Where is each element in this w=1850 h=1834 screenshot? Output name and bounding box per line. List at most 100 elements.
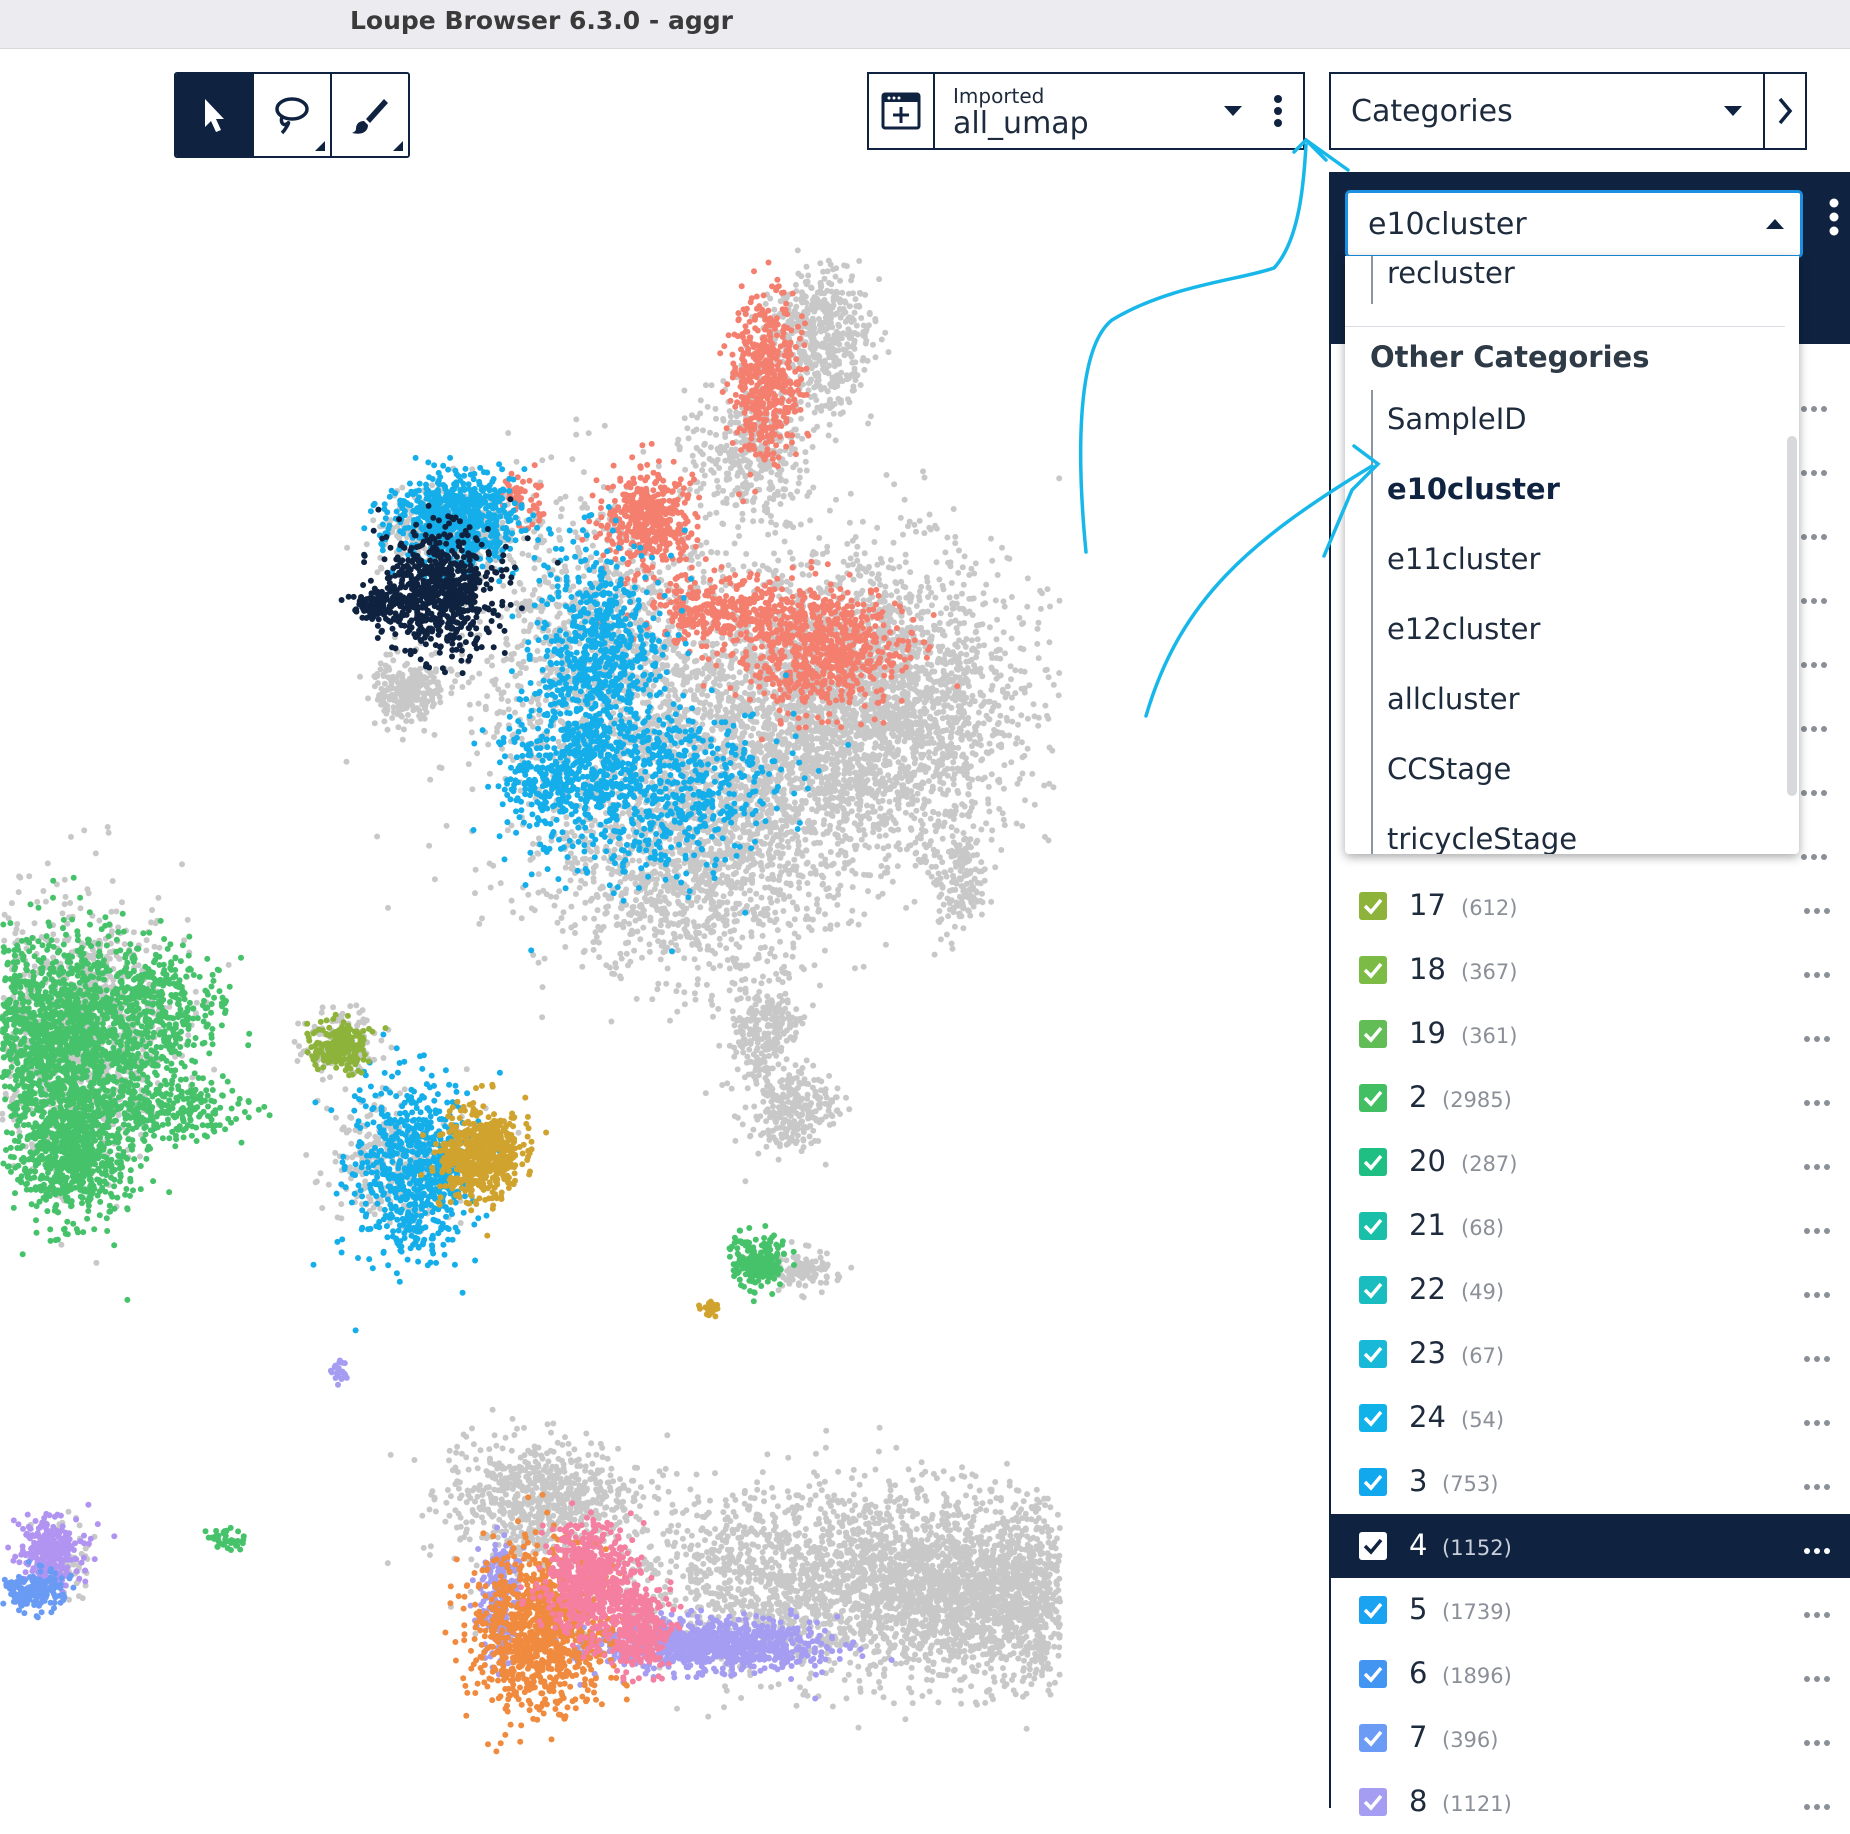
cluster-checkbox[interactable] [1359,1596,1387,1624]
dropdown-item-sampleid[interactable]: SampleID [1387,402,1527,436]
kebab-icon [1273,95,1283,127]
category-mode-caret[interactable] [1703,74,1765,148]
cluster-more-button[interactable] [1803,1220,1831,1239]
more-options-dots[interactable] [1800,718,1828,737]
cluster-more-button[interactable] [1803,1796,1831,1815]
cluster-more-button[interactable] [1803,1476,1831,1495]
cluster-checkbox[interactable] [1359,1020,1387,1048]
cluster-more-button[interactable] [1803,900,1831,919]
dropdown-item-e10cluster[interactable]: e10cluster [1387,472,1560,506]
cluster-checkbox[interactable] [1359,1724,1387,1752]
collapse-panel-button[interactable] [1765,97,1805,125]
caret-down-icon [1223,105,1243,117]
cluster-row[interactable]: 18(367) [1329,938,1850,1002]
cluster-checkbox[interactable] [1359,1468,1387,1496]
cluster-row[interactable]: 22(49) [1329,1258,1850,1322]
dropdown-item-allcluster[interactable]: allcluster [1387,682,1520,716]
lasso-tool-button[interactable] [254,74,332,156]
cluster-row[interactable]: 2(2985) [1329,1066,1850,1130]
checkmark-icon [1359,1788,1387,1816]
cluster-row[interactable]: 6(1896) [1329,1642,1850,1706]
more-options-dots[interactable] [1800,590,1828,609]
cluster-checkbox[interactable] [1359,1532,1387,1560]
cluster-id: 20 [1409,1144,1446,1178]
projection-selector[interactable]: Imported all_umap [867,72,1305,150]
cluster-more-button[interactable] [1803,1412,1831,1431]
cluster-checkbox[interactable] [1359,1660,1387,1688]
lasso-options-corner[interactable] [315,141,325,151]
cluster-checkbox[interactable] [1359,892,1387,920]
title-bar: Loupe Browser 6.3.0 - aggr [0,0,1850,49]
dropdown-scrollbar[interactable] [1787,436,1797,796]
cluster-more-button[interactable] [1803,1732,1831,1751]
brush-tool-button[interactable] [332,74,408,156]
dropdown-item-recluster[interactable]: recluster [1387,256,1515,290]
cluster-id: 8 [1409,1784,1427,1818]
category-mode-selector[interactable]: Categories [1329,72,1807,150]
cluster-count: (68) [1461,1216,1504,1240]
cluster-row[interactable]: 8(1121) [1329,1770,1850,1834]
cluster-row[interactable]: 5(1739) [1329,1578,1850,1642]
cluster-row[interactable]: 23(67) [1329,1322,1850,1386]
checkmark-icon [1359,1468,1387,1496]
checkmark-icon [1359,1020,1387,1048]
cluster-more-button[interactable] [1803,964,1831,983]
cluster-row[interactable]: 21(68) [1329,1194,1850,1258]
more-options-dots[interactable] [1800,846,1828,865]
more-options-dots[interactable] [1800,782,1828,801]
more-options-dots[interactable] [1800,526,1828,545]
cluster-select-caret[interactable] [1750,218,1800,230]
projection-dropdown-caret[interactable] [1213,105,1253,117]
cluster-row[interactable]: 24(54) [1329,1386,1850,1450]
cluster-checkbox[interactable] [1359,1148,1387,1176]
selection-tool-group [174,72,410,158]
cluster-more-button[interactable] [1803,1668,1831,1687]
more-options-dots[interactable] [1800,462,1828,481]
checkmark-icon [1359,1148,1387,1176]
cluster-row[interactable]: 3(753) [1329,1450,1850,1514]
cluster-checkbox[interactable] [1359,1084,1387,1112]
cluster-count: (361) [1461,1024,1517,1048]
more-options-dots[interactable] [1800,654,1828,673]
cluster-checkbox[interactable] [1359,1276,1387,1304]
cluster-checkbox[interactable] [1359,1788,1387,1816]
brush-options-corner[interactable] [393,141,403,151]
more-options-dots[interactable] [1800,398,1828,417]
brush-icon [348,93,392,137]
cluster-more-button[interactable] [1803,1028,1831,1047]
umap-scatter-plot[interactable] [0,160,1320,1808]
cluster-more-button[interactable] [1803,1348,1831,1367]
cluster-checkbox[interactable] [1359,1340,1387,1368]
dropdown-item-e11cluster[interactable]: e11cluster [1387,542,1540,576]
panel-menu-button[interactable] [1828,198,1840,240]
cell-cluster-points [304,1012,388,1078]
cluster-category-value: e10cluster [1348,207,1750,242]
projection-menu-button[interactable] [1253,95,1303,127]
cluster-row[interactable]: 17(612) [1329,874,1850,938]
cluster-checkbox[interactable] [1359,1212,1387,1240]
more-horizontal-icon [1803,971,1831,979]
cluster-checkbox[interactable] [1359,1404,1387,1432]
dropdown-item-e12cluster[interactable]: e12cluster [1387,612,1540,646]
dropdown-item-ccstage[interactable]: CCStage [1387,752,1511,786]
add-projection-button[interactable] [869,74,935,148]
more-horizontal-icon [1803,1547,1831,1555]
cluster-category-select[interactable]: e10cluster [1345,190,1803,258]
cluster-row[interactable]: 7(396) [1329,1706,1850,1770]
cluster-more-button[interactable] [1803,1284,1831,1303]
cluster-checkbox[interactable] [1359,956,1387,984]
more-horizontal-icon [1803,1355,1831,1363]
cluster-more-button[interactable] [1803,1604,1831,1623]
cluster-row[interactable]: 20(287) [1329,1130,1850,1194]
cluster-row[interactable]: 19(361) [1329,1002,1850,1066]
cluster-more-button[interactable] [1803,1540,1831,1559]
cluster-id: 22 [1409,1272,1446,1306]
checkmark-icon [1359,1084,1387,1112]
kebab-icon [1828,198,1840,236]
cluster-count: (1739) [1442,1600,1512,1624]
cluster-more-button[interactable] [1803,1092,1831,1111]
cluster-row[interactable]: 4(1152) [1329,1514,1850,1578]
dropdown-item-tricyclestage[interactable]: tricycleStage [1387,822,1577,854]
cluster-more-button[interactable] [1803,1156,1831,1175]
pointer-tool-button[interactable] [176,74,254,156]
